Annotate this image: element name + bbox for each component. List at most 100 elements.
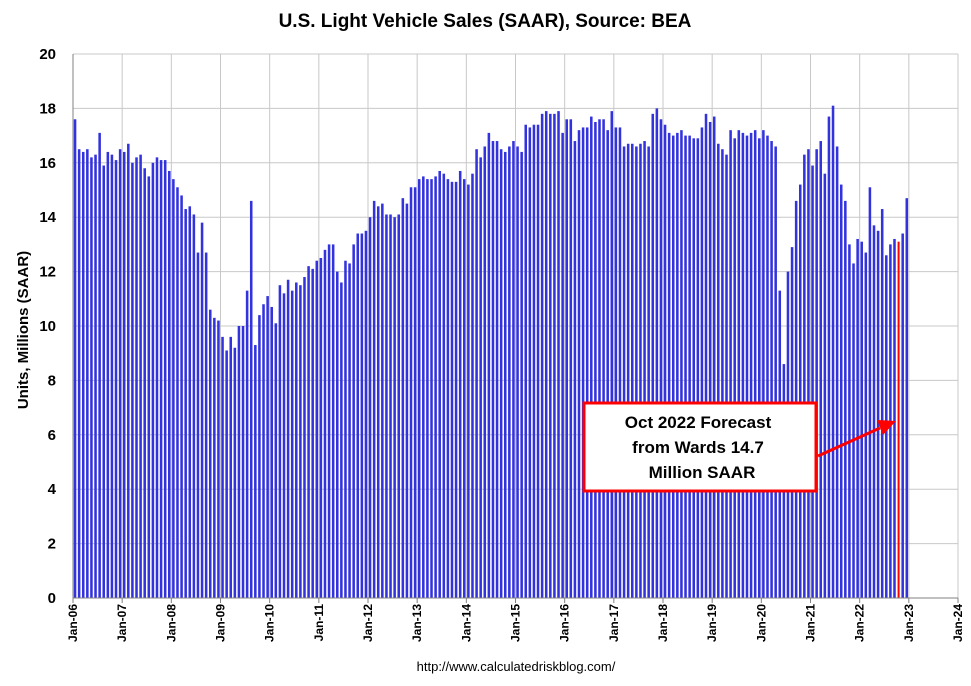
bar [139,154,142,598]
bar [323,249,327,598]
bar [741,132,745,598]
bar [876,230,880,599]
bar [659,119,663,598]
bar [434,176,437,598]
x-tick-label: Jan-24 [951,604,965,642]
x-tick-label: Jan-09 [214,604,228,642]
bar [413,187,417,598]
forecast-callout: Oct 2022 Forecast from Wards 14.7 Millio… [582,401,896,493]
bar [401,198,405,598]
bar [245,290,249,598]
bar [577,130,581,598]
bar [315,260,319,598]
bar [635,146,638,599]
bar [426,179,429,598]
bar [762,130,765,598]
bar [794,200,798,598]
forecast-bar [897,241,900,598]
bar [471,173,474,598]
y-tick-label: 4 [48,481,57,498]
bar [454,181,458,598]
bar [299,285,302,598]
bar [856,238,859,598]
bar [758,138,761,598]
x-tick-label: Jan-06 [66,604,80,642]
y-tick-label: 16 [39,155,56,172]
x-axis-ticks: Jan-06 Jan-07 Jan-08 Jan-09 Jan-10 Jan-11 Jan-… [66,598,965,642]
bar [102,165,105,598]
bar [684,135,687,598]
bar [495,141,499,599]
bar [196,252,200,598]
bar [381,203,384,598]
bar [708,122,712,598]
bar [815,149,818,598]
bar [581,127,585,598]
bar [446,179,450,598]
bar [204,252,208,598]
bar [880,209,884,599]
bar [745,135,749,598]
bar [516,146,519,599]
bar [192,214,196,599]
bar [258,315,261,598]
bar [114,160,118,598]
bar [717,143,720,598]
bar [667,132,671,598]
bar [163,160,167,598]
callout-arrow [817,426,881,458]
bar [590,116,593,598]
bar [696,138,700,598]
bar [266,296,269,598]
bar [598,119,601,598]
bar [721,149,724,598]
x-tick-label: Jan-10 [263,604,277,642]
bar [532,124,536,598]
bar [651,113,655,598]
bar [94,154,97,598]
bar [331,244,335,598]
y-tick-label: 14 [39,209,56,226]
bar [463,179,466,598]
bar [249,200,253,598]
bar [811,165,814,598]
bar [422,176,425,598]
x-tick-label: Jan-17 [607,604,621,642]
bar [626,143,630,598]
chart-title: U.S. Light Vehicle Sales (SAAR), Source:… [279,11,692,32]
bar [729,130,732,598]
bar [180,195,183,598]
callout-line-1: Oct 2022 Forecast [625,413,772,432]
bar [336,271,339,598]
bar [344,260,347,598]
bar [680,130,683,598]
bar [573,141,577,599]
bar [262,304,265,598]
callout-box [582,401,818,493]
bar [868,187,872,598]
y-tick-label: 10 [39,318,56,335]
bar [704,113,708,598]
bar [839,184,843,598]
bar [770,141,773,599]
bar [905,198,909,598]
bar [442,173,446,598]
bar [622,146,626,599]
bar [749,132,753,598]
bar [278,285,282,598]
x-tick-label: Jan-07 [115,604,129,642]
bar [356,233,360,598]
bar [385,214,388,599]
bar [311,268,314,598]
bar [327,244,331,598]
bar [184,209,187,599]
bar [827,116,831,598]
bar [286,279,290,598]
bar [397,214,400,599]
bar [631,143,634,598]
bar [544,111,548,599]
bar [700,127,704,598]
bar [393,217,396,598]
bar [155,157,159,599]
bar [229,336,233,598]
